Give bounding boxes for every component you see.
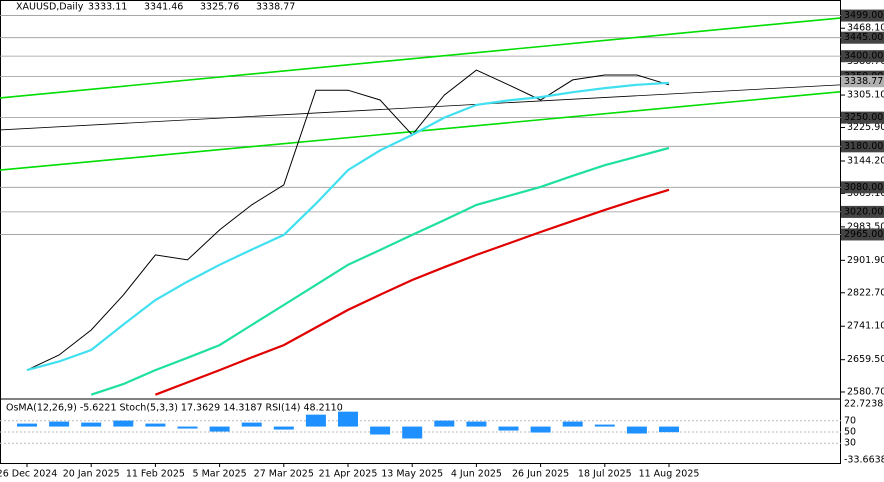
level-tag — [841, 228, 884, 241]
level-label: 3080.00 — [844, 182, 883, 193]
x-tick-label: 11 Feb 2025 — [126, 469, 185, 480]
osma-bar — [49, 421, 70, 427]
osma-bar — [305, 414, 326, 427]
x-tick-label: 11 Aug 2025 — [639, 469, 700, 480]
level-label: 2965.00 — [844, 229, 883, 240]
current-price: 3338.77 — [844, 76, 883, 87]
x-tick-label: 4 Jun 2025 — [451, 469, 502, 480]
level-tag — [841, 31, 884, 44]
x-tick-label: 5 Mar 2025 — [193, 469, 247, 480]
series-line — [155, 188, 670, 396]
y-tick-label: 3225.90 — [847, 122, 884, 133]
level-label: 3250.00 — [844, 112, 883, 123]
osma-bar — [209, 426, 230, 432]
level-tag — [841, 205, 884, 218]
osma-bar — [17, 423, 37, 427]
series-line — [90, 146, 670, 396]
osma-bar — [434, 420, 455, 427]
x-tick-label: 13 May 2025 — [381, 469, 443, 480]
osma-bar — [370, 426, 391, 435]
x-tick-label: 26 Dec 2024 — [0, 469, 57, 480]
osma-bar — [241, 422, 262, 427]
y-tick-label: 2901.90 — [847, 255, 884, 266]
osma-bar — [145, 423, 166, 427]
osma-bar — [562, 421, 583, 427]
level-tag — [841, 140, 884, 153]
close-value: 3338.77 — [256, 2, 295, 13]
x-tick-label: 18 Jul 2025 — [578, 469, 632, 480]
osma-bar — [273, 426, 294, 430]
osma-bar — [81, 422, 102, 427]
osma-bar — [113, 420, 134, 427]
osma-bar — [659, 426, 679, 433]
y-tick-label: 3144.20 — [847, 156, 884, 167]
y-tick-label: 3305.10 — [847, 90, 884, 101]
level-tag — [841, 9, 884, 22]
level-label: 3445.00 — [844, 32, 883, 43]
y-tick-label: 22.7238 — [844, 399, 883, 410]
osma-bar — [530, 426, 551, 433]
series-line — [26, 81, 670, 372]
price-tag — [841, 75, 884, 88]
y-tick-label: -33.6638 — [844, 455, 884, 466]
level-tag — [841, 181, 884, 194]
level-label: 3180.00 — [844, 141, 883, 152]
osma-bar — [466, 421, 487, 427]
y-tick-label: 2741.10 — [847, 321, 884, 332]
y-tick-label: 2983.50 — [847, 221, 884, 232]
y-tick-label: 2822.70 — [847, 287, 884, 298]
chart-title: XAUUSD,Daily — [16, 2, 84, 13]
osma-bar — [338, 411, 358, 427]
y2-tick-label: 70 — [844, 415, 856, 426]
y-tick-label: 3065.10 — [847, 188, 884, 199]
open-value: 3333.11 — [88, 2, 127, 13]
osma-bar — [177, 426, 198, 429]
osma-bar — [402, 426, 423, 439]
series-line — [26, 69, 670, 371]
level-tag — [841, 50, 884, 63]
y-tick-label: 2659.50 — [847, 354, 884, 365]
x-tick-label: 27 Mar 2025 — [254, 469, 314, 480]
level-label: 3499.00 — [844, 10, 883, 21]
x-tick-label: 20 Jan 2025 — [63, 469, 120, 480]
indicator-title: OsMA(12,26,9) -5.6221 Stoch(5,3,3) 17.36… — [6, 403, 343, 414]
y2-tick-label: 50 — [844, 427, 856, 438]
osma-bar — [498, 426, 519, 431]
osma-bar — [594, 424, 615, 427]
low-value: 3325.76 — [200, 2, 239, 13]
y2-tick-label: 30 — [844, 438, 856, 449]
trend-line — [0, 84, 841, 131]
osma-bar — [626, 426, 647, 434]
x-tick-label: 26 Jun 2025 — [512, 469, 569, 480]
level-tag — [841, 111, 884, 124]
level-label: 3020.00 — [844, 206, 883, 217]
y-tick-label: 3468.10 — [847, 23, 884, 34]
level-label: 3400.00 — [844, 51, 883, 62]
y-tick-label: 2580.70 — [847, 386, 884, 397]
trend-line — [0, 17, 841, 99]
x-tick-label: 21 Apr 2025 — [319, 469, 378, 480]
high-value: 3341.46 — [144, 2, 183, 13]
